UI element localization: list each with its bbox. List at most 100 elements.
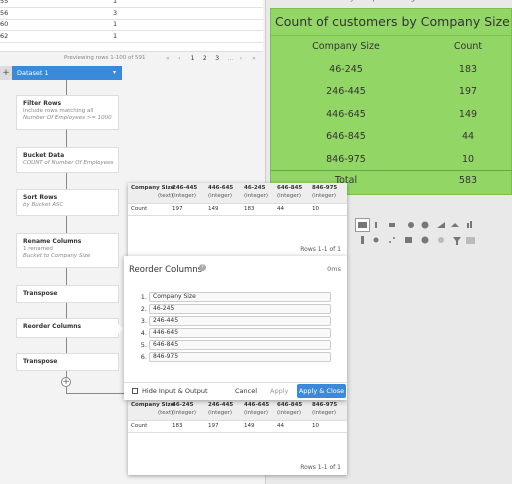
item-number: 2. bbox=[140, 305, 147, 313]
table-header bbox=[128, 400, 347, 421]
column-item[interactable]: Company Size bbox=[149, 292, 331, 302]
add-dataset[interactable]: + bbox=[0, 66, 12, 80]
summary-cell: 446-645 bbox=[326, 108, 366, 120]
help-icon[interactable]: ? bbox=[199, 264, 206, 271]
summary-cell: 246-445 bbox=[326, 86, 366, 98]
cell: 183 bbox=[172, 423, 183, 429]
page-link[interactable]: » bbox=[252, 55, 256, 62]
apply-button[interactable]: Apply bbox=[270, 387, 289, 395]
summary-cell: 583 bbox=[458, 175, 478, 186]
cell: 44 bbox=[277, 206, 284, 212]
apply-close-button[interactable]: Apply & Close bbox=[297, 384, 346, 398]
page-link[interactable]: « bbox=[166, 55, 170, 62]
page-link[interactable]: 1 bbox=[190, 55, 195, 62]
cell: 149 bbox=[208, 206, 219, 212]
step-card[interactable]: Bucket Data COUNT of Number Of Employees bbox=[16, 147, 119, 173]
column-item[interactable]: 646-845 bbox=[149, 340, 331, 350]
preview-table bbox=[0, 0, 263, 52]
step-card[interactable]: Transpose bbox=[16, 285, 119, 303]
summary-cell: Company Size bbox=[312, 41, 380, 52]
step-card[interactable]: Sort Rows by Bucket ASC bbox=[16, 189, 119, 216]
step-detail: by Bucket ASC bbox=[23, 202, 64, 208]
row-divider bbox=[0, 7, 263, 8]
summary-title: Count of customers by Company Size bbox=[275, 14, 510, 29]
column-name: 446-645 bbox=[244, 402, 270, 408]
row-divider bbox=[128, 432, 347, 433]
item-number: 6. bbox=[140, 353, 147, 361]
column-name: Company Size bbox=[131, 402, 175, 408]
page-link[interactable]: 2 bbox=[202, 55, 207, 62]
row-divider bbox=[0, 18, 263, 20]
table-footer: Rows 1-1 of 1 bbox=[300, 246, 341, 253]
step-detail: Number Of Employees >= 1000 bbox=[23, 115, 112, 121]
summary-cell: 149 bbox=[458, 108, 478, 120]
step-title: Rename Columns bbox=[23, 238, 82, 245]
column-name: 246-445 bbox=[208, 402, 234, 408]
summary-cell: 846-975 bbox=[326, 153, 366, 165]
reorder-dialog: Reorder Columns? 0ms 1. Company Size 2. 46-24… bbox=[124, 256, 347, 400]
cell: 197 bbox=[208, 423, 219, 429]
step-detail: Bucket to Company Size bbox=[23, 253, 91, 259]
step-card[interactable]: Rename Columns 1 renamed Bucket to Company… bbox=[16, 233, 119, 268]
column-type: (integer) bbox=[244, 410, 268, 416]
cancel-button[interactable]: Cancel bbox=[235, 387, 258, 395]
page-link[interactable]: ‹ bbox=[178, 55, 181, 62]
column-name: 846-975 bbox=[312, 185, 338, 191]
timing: 0ms bbox=[327, 265, 341, 273]
total-divider bbox=[271, 170, 512, 171]
column-item[interactable]: 46-245 bbox=[149, 304, 331, 314]
settings[interactable]: Settings bbox=[390, 0, 419, 2]
chart-type-toolbar bbox=[355, 218, 475, 245]
summary-cell: Total bbox=[334, 175, 358, 186]
column-name: 646-845 bbox=[277, 185, 303, 191]
column-name: 46-245 bbox=[244, 185, 266, 191]
icons[interactable] bbox=[358, 221, 475, 245]
column-item[interactable]: 246-445 bbox=[149, 316, 331, 326]
step-card[interactable]: Reorder Columns bbox=[16, 318, 119, 338]
cell: 10 bbox=[312, 206, 319, 212]
cell: 149 bbox=[244, 423, 255, 429]
add-step[interactable]: + bbox=[61, 377, 71, 387]
step-title: Bucket Data bbox=[23, 152, 65, 159]
step-title: Sort Rows bbox=[23, 194, 58, 201]
hide-toggle[interactable]: Hide Input & Output bbox=[142, 387, 208, 395]
column-item[interactable]: 846-975 bbox=[149, 352, 331, 362]
summary-card: Count of customers by Company Size Compan… bbox=[270, 8, 512, 195]
column-type: (integer) bbox=[312, 193, 336, 199]
column-type: (integer) bbox=[277, 410, 301, 416]
table-header bbox=[128, 183, 347, 204]
chart-name: Count of customers by Comp bbox=[275, 0, 377, 2]
cell: 1 bbox=[113, 31, 118, 40]
table-icon bbox=[132, 388, 138, 394]
item-number: 3. bbox=[140, 317, 147, 325]
summary-cell: 44 bbox=[461, 131, 475, 143]
column-item[interactable]: 446-645 bbox=[149, 328, 331, 338]
cell: Count bbox=[131, 423, 148, 429]
step-title: Reorder Columns bbox=[23, 323, 82, 330]
column-type: (integer) bbox=[312, 410, 336, 416]
table-popover: Company Size (text) Count 246-445 (integer) 1… bbox=[128, 183, 347, 257]
page-link[interactable]: 3 bbox=[215, 55, 220, 62]
cell: 44 bbox=[277, 423, 284, 429]
caret: ▾ bbox=[112, 69, 116, 76]
summary-cell: 183 bbox=[458, 64, 478, 75]
cell: 1 bbox=[113, 0, 118, 5]
page-link[interactable]: ... bbox=[227, 55, 234, 62]
column-name: 846-975 bbox=[312, 402, 338, 408]
column-type: (integer) bbox=[277, 193, 301, 199]
cell: 197 bbox=[172, 206, 183, 212]
column-name: 646-845 bbox=[277, 402, 303, 408]
dataset[interactable]: Dataset 1 ▾ bbox=[12, 66, 122, 80]
step-title: Filter Rows bbox=[23, 100, 62, 107]
page-link[interactable]: › bbox=[239, 55, 243, 62]
column-type: (text) bbox=[158, 410, 174, 416]
step-card[interactable]: Filter Rows Include rows matching all Numb… bbox=[16, 95, 119, 130]
cell: 62 bbox=[0, 31, 9, 40]
column-type: (integer) bbox=[208, 193, 232, 199]
cell: 10 bbox=[312, 423, 319, 429]
step-card[interactable]: Transpose bbox=[16, 353, 119, 371]
cell: 3 bbox=[113, 8, 118, 17]
pointer bbox=[118, 324, 124, 334]
column-name: Company Size bbox=[131, 185, 175, 191]
